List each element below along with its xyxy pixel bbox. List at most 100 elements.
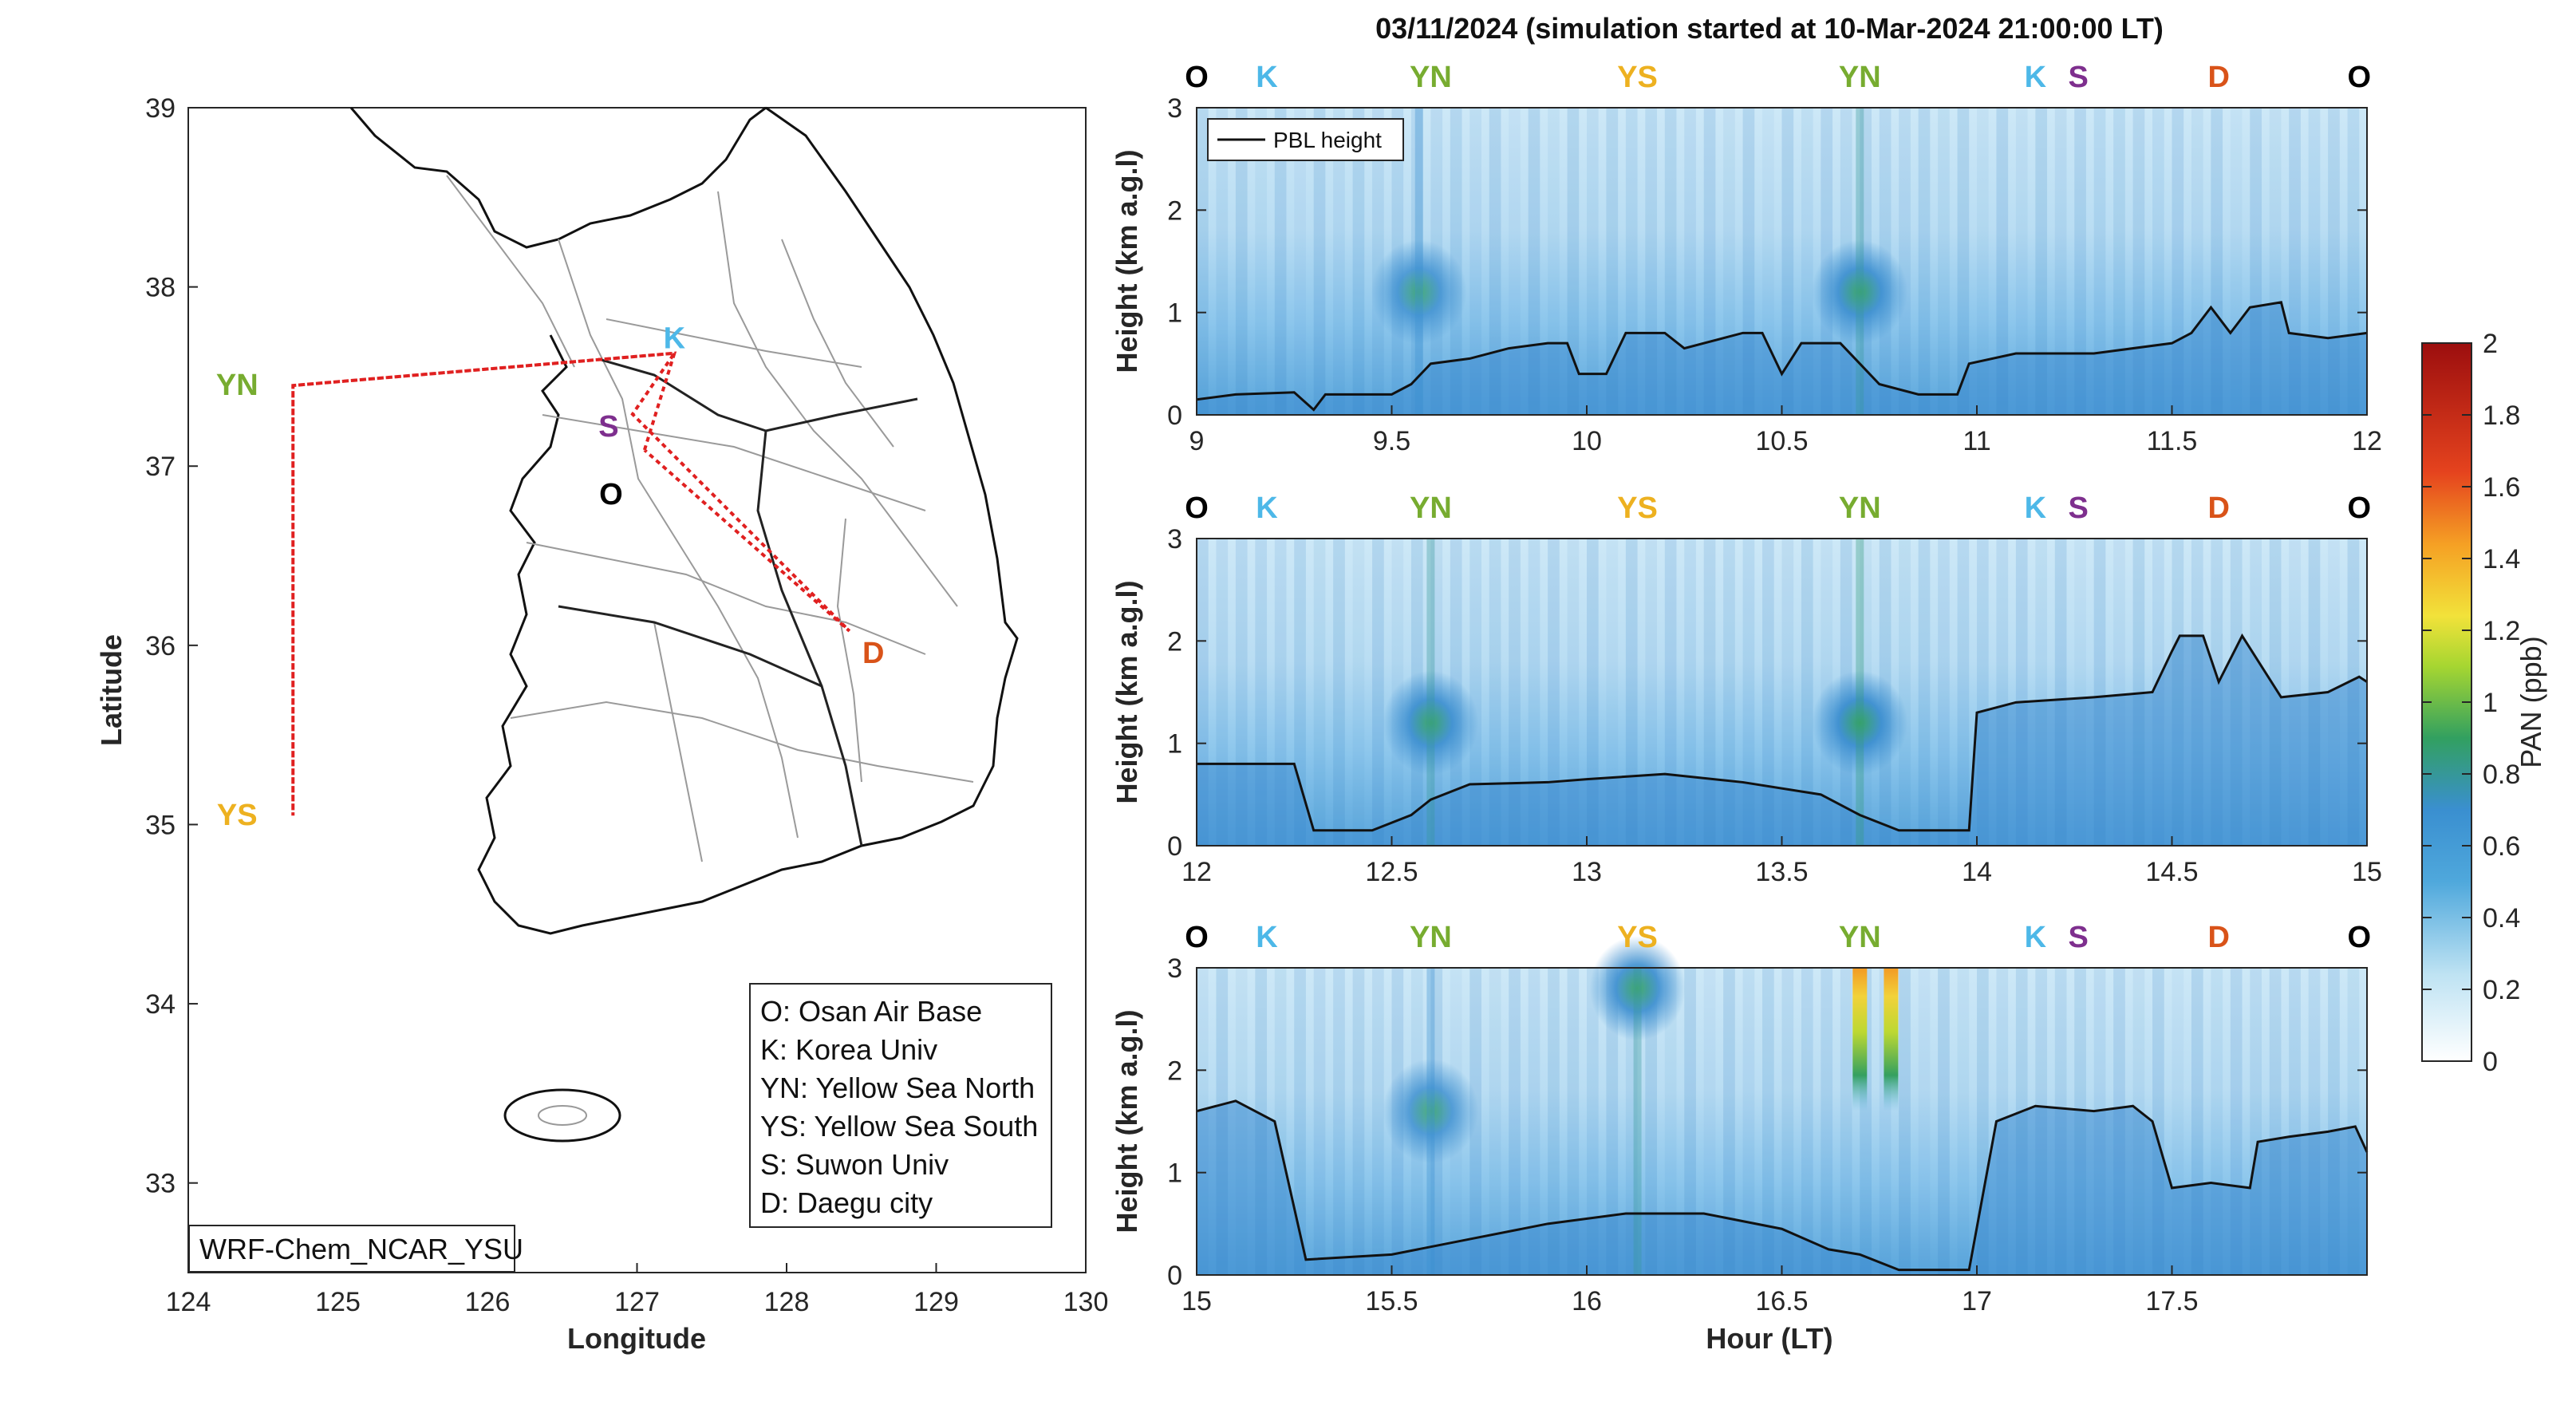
curtain-x-tick-label: 12 [1181,857,1212,887]
pan-column-streak [1762,539,1774,846]
pan-column-streak [1469,539,1481,846]
curtain-panel-3: 15 15.5 16 16.5 17 17.5 0 1 2 3 Height (km a.g.l) O… [1110,921,2371,1316]
map-site-d: D [862,637,884,670]
map-x-tick-label: 128 [764,1287,810,1317]
curtain-site-label: YN [1839,61,1881,94]
pan-column-streak [2015,968,2028,1275]
curtain-x-tick-label: 14 [1962,857,1992,887]
pan-column-streak [1372,968,1384,1275]
pan-column-streak [1625,108,1638,415]
pan-column-streak [2152,539,2164,846]
pan-column-streak [2074,968,2086,1275]
curtain-site-label: S [2068,61,2088,94]
pan-plume [1383,1059,1479,1164]
pan-column-streak [1899,108,1911,415]
pan-column-streak [1918,539,1931,846]
model-label: WRF-Chem_NCAR_YSU [188,1225,523,1273]
pan-column-streak [2250,108,2262,415]
pan-column-streak [2269,108,2282,415]
pan-plume-column [1856,108,1864,415]
jeju-island [503,1088,621,1143]
pan-column-streak [1489,539,1501,846]
pan-column-streak [1255,108,1268,415]
map-x-tick-label: 129 [913,1287,959,1317]
pan-column-streak [1509,539,1521,846]
pan-column-streak [2328,539,2340,846]
curtain-site-label: YS [1617,61,1658,94]
pan-column-streak [1567,108,1580,415]
admin-boundaries [446,175,974,862]
curtain-y-label: Height (km a.g.l) [1110,580,1143,803]
pan-column-streak [1274,539,1287,846]
colorbar-ticks: 0 0.2 0.4 0.6 0.8 1 1.2 1.4 1.6 1.8 2 [2422,329,2520,1077]
pan-column-streak [1742,108,1755,415]
pan-column-streak [1996,108,2009,415]
curtain-x-tick-label: 13 [1572,857,1602,887]
pan-plume [1812,670,1908,776]
colorbar-tick-label: 1 [2483,688,2498,718]
curtain-x-tick-label: 10 [1572,426,1602,456]
pan-column-streak [2172,108,2184,415]
map-legend-item: D: Daegu city [760,1186,933,1219]
pan-column-streak [2172,968,2184,1275]
pan-column-streak [2308,539,2321,846]
pan-column-streak [1606,108,1619,415]
pan-column-streak [1918,108,1931,415]
pan-column-streak [1938,108,1950,415]
pan-plume-column [1414,108,1423,415]
curtain-site-label: O [1185,491,1209,525]
pan-plume-core [1852,968,1868,1111]
curtain-site-label: K [2025,491,2047,525]
curtain-x-tick-label: 13.5 [1755,857,1808,887]
hour-x-label: Hour (LT) [1706,1322,1832,1355]
curtain-y-tick-label: 1 [1167,298,1182,329]
pan-column-streak [1235,108,1248,415]
curtain-y-tick-label: 2 [1167,626,1182,657]
map-site-s: S [598,410,618,444]
pan-column-streak [2152,108,2164,415]
pan-column-streak [1528,968,1540,1275]
pan-column-streak [2328,108,2340,415]
pan-column-streak [2269,539,2282,846]
pan-column-streak [2289,108,2301,415]
curtain-y-label: Height (km a.g.l) [1110,1009,1143,1233]
pan-column-streak [2054,108,2067,415]
model-label-box [188,1225,515,1273]
colorbar-label: PAN (ppb) [2515,636,2547,768]
pan-column-streak [1255,968,1268,1275]
pan-column-streak [1235,539,1248,846]
pan-plume [1371,239,1467,345]
pan-column-streak [1509,108,1521,415]
pan-column-streak [2211,968,2223,1275]
colorbar: 0 0.2 0.4 0.6 0.8 1 1.2 1.4 1.6 1.8 2 PAN (ppb) [2421,329,2547,1077]
curtain-y-tick-label: 0 [1167,831,1182,862]
curtain-site-label: O [1185,61,1209,94]
pan-column-streak [2328,968,2340,1275]
pan-column-streak [2093,539,2106,846]
pan-column-streak [1781,108,1794,415]
pan-column-streak [1235,968,1248,1275]
curtain-x-tick-label: 15 [1181,1286,1212,1316]
pan-column-streak [1489,108,1501,415]
pbl-height-line [1196,301,2368,412]
pan-column-streak [1625,539,1638,846]
colorbar-tick-label: 2 [2483,329,2498,359]
curtain-site-label: YN [1410,491,1452,525]
curtain-x-tick-label: 16.5 [1755,1286,1808,1316]
map-legend: O: Osan Air Base K: Korea Univ YN: Yello… [749,983,1052,1228]
pan-column-streak [1664,108,1677,415]
pan-column-streak [1216,968,1229,1275]
curtain-site-label: S [2068,491,2088,525]
pan-column-streak [1742,968,1755,1275]
map-x-tick-label: 124 [166,1287,211,1317]
pan-column-streak [1197,968,1209,1275]
pan-column-streak [1723,108,1735,415]
map-site-labels: K S O YN YS D [216,322,885,833]
curtain-y-tick-label: 3 [1167,953,1182,984]
pan-column-streak [1801,968,1813,1275]
pan-plume [1383,670,1479,776]
pan-column-streak [2093,108,2106,415]
pan-column-streak [1645,539,1658,846]
